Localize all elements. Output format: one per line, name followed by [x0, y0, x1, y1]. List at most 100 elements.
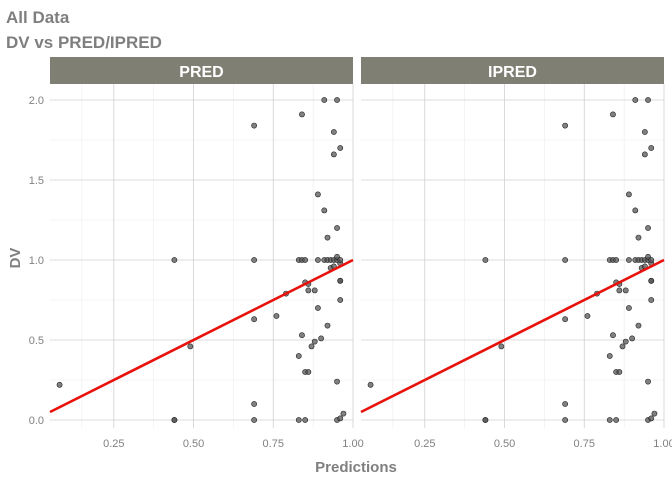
x-tick-label: 1.00: [653, 438, 672, 450]
data-point: [187, 343, 194, 350]
y-tick-label: 0.5: [29, 335, 44, 347]
data-point: [171, 257, 178, 263]
data-point: [645, 378, 651, 385]
data-point: [562, 401, 569, 407]
data-point: [482, 417, 489, 423]
data-point: [616, 287, 623, 294]
data-point: [562, 122, 569, 129]
data-point: [334, 378, 340, 385]
data-point: [337, 145, 344, 151]
data-point: [334, 225, 340, 231]
data-point: [619, 343, 626, 350]
data-point: [321, 207, 328, 214]
chart-subtitle: DV vs PRED/IPRED: [6, 33, 162, 52]
data-point: [613, 417, 620, 423]
data-point: [171, 417, 178, 423]
data-point: [651, 410, 658, 417]
x-tick-label: 0.25: [414, 438, 435, 450]
data-point: [337, 257, 344, 263]
data-point: [299, 332, 305, 339]
data-point: [321, 97, 328, 103]
data-point: [302, 417, 309, 423]
data-point: [295, 353, 302, 359]
data-point: [311, 287, 318, 294]
data-point: [251, 257, 258, 263]
x-axis-title: Predictions: [315, 459, 397, 476]
data-point: [482, 257, 489, 263]
data-point: [629, 335, 636, 342]
x-tick-label: 0.25: [103, 438, 124, 450]
data-point: [273, 313, 280, 319]
data-point: [305, 369, 312, 375]
trend-line: [49, 258, 354, 414]
data-point: [584, 313, 591, 319]
data-point: [606, 353, 613, 359]
data-point: [295, 417, 302, 423]
data-point: [330, 129, 337, 135]
panel-ipred: IPRED 0.25 0.50 0.75 1.00: [360, 57, 672, 450]
data-point: [626, 257, 632, 263]
x-tick-label: 0.75: [263, 438, 284, 450]
data-point: [367, 381, 374, 388]
data-point: [635, 322, 642, 329]
data-point: [337, 297, 344, 303]
facet-strip: [361, 57, 664, 84]
data-point: [613, 257, 620, 263]
data-point: [616, 369, 623, 375]
data-point: [626, 191, 632, 198]
data-point: [56, 381, 63, 388]
data-point: [334, 97, 340, 103]
y-tick-label: 0.0: [29, 415, 44, 427]
data-point: [632, 207, 639, 214]
data-point: [648, 277, 655, 284]
data-point: [299, 111, 305, 118]
facet-strip-label: PRED: [179, 64, 223, 81]
data-point: [315, 257, 321, 263]
data-point: [648, 415, 655, 422]
data-point: [635, 234, 642, 241]
facet-strip: [50, 57, 353, 84]
x-tick-label: 1.00: [342, 438, 363, 450]
x-tick-label: 0.50: [494, 438, 515, 450]
data-point: [340, 410, 347, 417]
data-point: [251, 316, 258, 323]
data-point: [324, 322, 331, 329]
data-point: [251, 122, 258, 129]
facet-strip-label: IPRED: [488, 64, 537, 81]
data-point: [562, 417, 569, 423]
data-point: [315, 191, 321, 198]
data-point: [302, 257, 309, 263]
chart-title: All Data: [6, 8, 70, 27]
data-point: [324, 234, 331, 241]
data-point: [606, 417, 613, 423]
data-point: [251, 417, 258, 423]
data-point: [318, 335, 325, 342]
data-point: [311, 338, 318, 345]
data-point: [337, 277, 344, 284]
trend-line: [360, 258, 665, 414]
data-point: [305, 287, 312, 294]
data-point: [648, 257, 655, 263]
data-point: [251, 401, 258, 407]
data-point: [562, 316, 569, 323]
data-point: [315, 305, 321, 311]
y-tick-label: 1.0: [29, 255, 44, 267]
data-point: [648, 145, 655, 151]
data-point: [610, 111, 616, 118]
y-axis-title: DV: [7, 248, 24, 269]
y-tick-label: 2.0: [29, 95, 44, 107]
panel-pred: PRED 0.25 0.50 0.75 1.00 0.0 0.5 1.0 1.5 2.0: [29, 57, 364, 450]
data-point: [645, 225, 651, 231]
data-point: [330, 151, 337, 158]
data-point: [610, 332, 616, 339]
x-tick-label: 0.50: [183, 438, 204, 450]
data-point: [626, 305, 632, 311]
data-point: [308, 343, 315, 350]
facet-panels: PRED 0.25 0.50 0.75 1.00 0.0 0.5 1.0 1.5 2.0 IPRED…: [29, 57, 672, 450]
y-tick-label: 1.5: [29, 175, 44, 187]
data-point: [641, 151, 648, 158]
data-point: [641, 129, 648, 135]
data-point: [648, 297, 655, 303]
data-point: [622, 287, 629, 294]
